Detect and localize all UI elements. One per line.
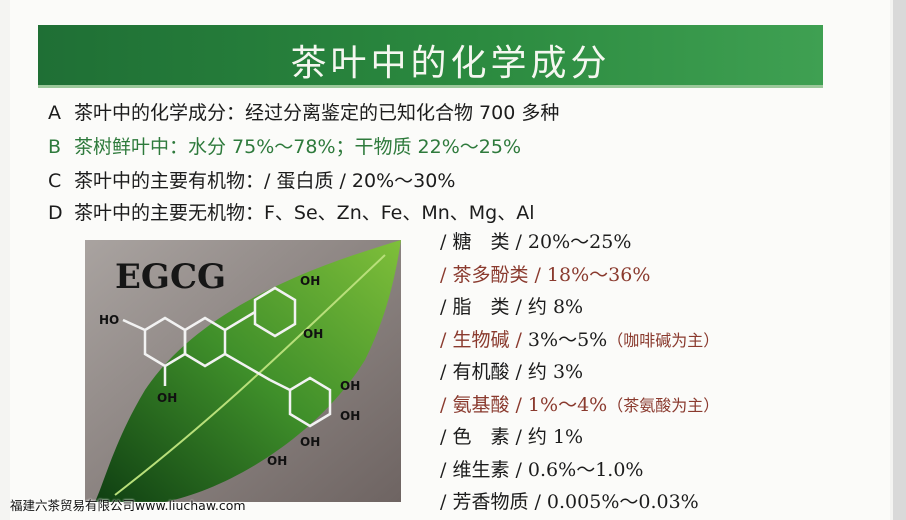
component-value: 约 3% xyxy=(527,361,584,383)
component-value: 3%～5% xyxy=(527,328,608,351)
component-value: 20%～25% xyxy=(527,231,632,253)
component-item: / 脂 类 / 约 8% xyxy=(440,291,719,324)
hydroxyl-labels: HO OH OH OH OH OH OH OH xyxy=(99,274,360,468)
line-text: 茶叶中的化学成分：经过分离鉴定的已知化合物 700 多种 xyxy=(74,102,560,124)
component-item: / 有机酸 / 约 3% xyxy=(440,356,719,389)
line-key: D xyxy=(48,202,63,224)
egcg-leaf-image: EGCG HO OH OH OH OH OH OH OH xyxy=(85,240,401,502)
component-name: / 氨基酸 / xyxy=(440,393,528,416)
component-item: / 色 素 / 约 1% xyxy=(440,421,719,454)
component-name: / 生物碱 / xyxy=(440,328,528,351)
group-label: OH xyxy=(340,379,360,393)
component-item: / 维生素 / 0.6%～1.0% xyxy=(440,454,719,487)
component-value: 约 1% xyxy=(527,426,584,448)
line-key: C xyxy=(48,170,62,192)
line-text: 茶树鲜叶中：水分 75%～78%；干物质 22%～25% xyxy=(74,136,522,158)
line-c: C 茶叶中的主要有机物：/ 蛋白质 / 20%～30% xyxy=(48,166,455,193)
egcg-label: EGCG xyxy=(115,257,226,297)
line-text: 茶叶中的主要无机物：F、Se、Zn、Fe、Mn、Mg、Al xyxy=(74,202,535,224)
molecule-structure xyxy=(122,286,332,428)
group-label: OH xyxy=(300,274,320,288)
line-key: A xyxy=(48,102,61,124)
group-label: OH xyxy=(300,435,320,449)
page-edge xyxy=(893,0,906,520)
component-name: / 糖 类 / xyxy=(440,231,528,253)
component-note: （咖啡碱为主） xyxy=(607,330,720,350)
component-name: / 维生素 / xyxy=(440,458,528,481)
component-item: / 茶多酚类 / 18%～36% xyxy=(440,259,719,292)
component-name: / 芳香物质 / xyxy=(440,491,547,513)
line-d: D 茶叶中的主要无机物：F、Se、Zn、Fe、Mn、Mg、Al xyxy=(48,198,534,225)
line-text: 茶叶中的主要有机物：/ 蛋白质 / 20%～30% xyxy=(74,170,456,192)
group-label: OH xyxy=(303,327,323,341)
component-list: / 糖 类 / 20%～25% / 茶多酚类 / 18%～36% / 脂 类 /… xyxy=(440,226,719,519)
title-banner: 茶叶中的化学成分 xyxy=(38,25,823,88)
component-item: / 生物碱 / 3%～5%（咖啡碱为主） xyxy=(440,324,719,357)
group-label: OH xyxy=(340,409,360,423)
component-value: 约 8% xyxy=(527,296,584,318)
line-a: A 茶叶中的化学成分：经过分离鉴定的已知化合物 700 多种 xyxy=(48,98,559,125)
component-name: / 色 素 / xyxy=(440,426,528,448)
leaf-vein xyxy=(114,254,386,496)
page-title: 茶叶中的化学成分 xyxy=(290,43,611,84)
component-value: 18%～36% xyxy=(546,263,651,286)
component-value: 1%～4% xyxy=(527,393,608,416)
line-b: B 茶树鲜叶中：水分 75%～78%；干物质 22%～25% xyxy=(48,132,521,159)
component-item: / 芳香物质 / 0.005%～0.03% xyxy=(440,486,719,519)
component-item: / 糖 类 / 20%～25% xyxy=(440,226,719,259)
group-label: OH xyxy=(267,454,287,468)
component-name: / 脂 类 / xyxy=(440,296,528,318)
line-key: B xyxy=(48,136,62,158)
component-value: 0.6%～1.0% xyxy=(527,458,644,481)
component-note: （茶氨酸为主） xyxy=(607,395,720,415)
component-name: / 茶多酚类 / xyxy=(440,263,547,286)
component-name: / 有机酸 / xyxy=(440,361,528,383)
group-label: HO xyxy=(99,313,119,327)
leaf-shape xyxy=(95,240,401,502)
watermark: 福建六茶贸易有限公司www.liuchaw.com xyxy=(10,498,246,513)
group-label: OH xyxy=(157,391,177,405)
component-value: 0.005%～0.03% xyxy=(546,491,699,513)
component-item: / 氨基酸 / 1%～4%（茶氨酸为主） xyxy=(440,389,719,422)
